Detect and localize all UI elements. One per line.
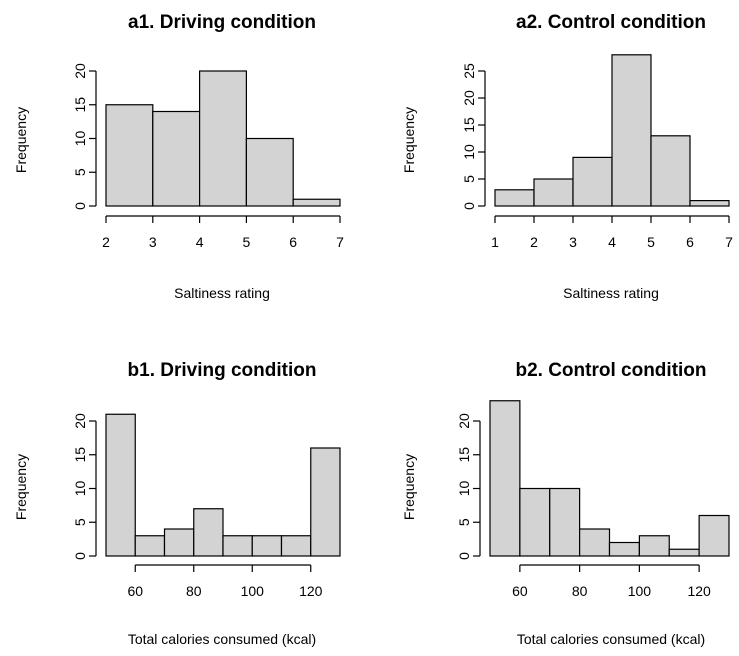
histogram-bar [105,104,154,207]
panel-3: b1. Driving condition 0 5 10 15 20 60 80 100 120 T… [13,360,341,647]
y-tick-label: 10 [456,481,472,497]
x-tick-label: 2 [102,234,110,250]
y-tick-label: 15 [72,97,88,113]
panel-title: b1. Driving condition [128,360,317,381]
y-tick-label: 20 [456,413,472,429]
y-tick-label: 10 [461,144,477,160]
x-axis-label: Saltiness rating [174,285,270,301]
histogram-bar [689,200,730,207]
x-tick-label: 3 [569,234,577,250]
x-axis: 60 80 100 120 [127,564,323,599]
histogram-bar [280,535,312,557]
histogram-bar [310,447,341,557]
y-axis-label: Frequency [13,107,29,173]
x-tick-label: 3 [149,234,157,250]
y-tick-label: 20 [461,90,477,106]
histogram-bar [489,400,521,557]
y-tick-label: 20 [72,413,88,429]
x-tick-label: 1 [491,234,499,250]
x-tick-label: 80 [186,583,202,599]
panel-2: a2. Control condition 0 5 10 15 20 25 1 2 3 4 5 6 7 Sa… [401,12,733,301]
x-axis: 2 3 4 5 6 7 [102,215,344,250]
y-tick-label: 15 [461,117,477,133]
x-tick-label: 4 [196,234,204,250]
histogram-bar [519,487,551,557]
panel-1: a1. Driving condition 0 5 10 15 20 2 3 4 5 6 7 Salti… [13,12,344,301]
histogram-bar [638,535,670,557]
y-tick-label: 0 [72,202,88,210]
histogram-bar [698,514,730,557]
x-axis: 1 2 3 4 5 6 7 [491,215,733,250]
panel-title: a1. Driving condition [128,12,316,33]
panel-4: b2. Control condition 0 5 10 15 20 60 80 100 120 T… [401,360,730,647]
y-tick-label: 10 [72,131,88,147]
x-tick-label: 100 [241,583,265,599]
y-axis: 0 5 10 15 20 [72,413,97,560]
x-axis-label: Saltiness rating [563,285,659,301]
panel-title: a2. Control condition [516,12,706,33]
y-tick-label: 5 [72,168,88,176]
x-tick-label: 6 [289,234,297,250]
x-tick-label: 60 [127,583,143,599]
histogram-bar [533,178,574,207]
panel-title: b2. Control condition [515,360,706,381]
y-tick-label: 5 [72,518,88,526]
x-tick-label: 7 [725,234,733,250]
histogram-bar [668,548,700,557]
histogram-bar [199,70,248,207]
x-tick-label: 2 [530,234,538,250]
histogram-bar [608,541,640,557]
x-tick-label: 120 [687,583,711,599]
y-tick-label: 0 [461,202,477,210]
y-tick-label: 0 [456,552,472,560]
histogram-bar [152,110,201,207]
histogram-bar [105,413,136,557]
histogram-bar [163,528,195,557]
x-tick-label: 80 [572,583,588,599]
x-tick-label: 7 [336,234,344,250]
x-tick-label: 4 [608,234,616,250]
y-axis-label: Frequency [401,454,417,520]
x-tick-label: 5 [647,234,655,250]
histogram-bar [572,156,613,207]
y-tick-label: 5 [461,175,477,183]
y-tick-label: 15 [72,447,88,463]
histogram-bar [245,137,294,207]
histogram-bar [494,189,535,207]
x-axis: 60 80 100 120 [512,564,711,599]
y-axis: 0 5 10 15 20 [456,413,481,560]
x-tick-label: 120 [299,583,323,599]
y-axis: 0 5 10 15 20 25 [461,63,486,210]
x-tick-label: 6 [686,234,694,250]
x-axis-label: Total calories consumed (kcal) [128,631,316,647]
y-tick-label: 0 [72,552,88,560]
x-tick-label: 60 [512,583,528,599]
x-tick-label: 5 [243,234,251,250]
y-tick-label: 20 [72,63,88,79]
y-tick-label: 10 [72,481,88,497]
y-axis-label: Frequency [13,454,29,520]
histogram-bar [222,535,253,557]
histogram-bar [549,487,581,557]
histogram-bar [611,54,652,207]
histogram-bar [193,508,224,557]
y-axis-label: Frequency [401,107,417,173]
histogram-bar [650,135,691,207]
y-tick-label: 15 [456,447,472,463]
histogram-bar [134,535,166,557]
histogram-bar [579,528,611,557]
histogram-bar [251,535,283,557]
y-tick-label: 5 [456,518,472,526]
x-axis-label: Total calories consumed (kcal) [517,631,705,647]
y-axis: 0 5 10 15 20 [72,63,97,210]
histogram-bar [292,198,341,207]
x-tick-label: 100 [628,583,652,599]
y-tick-label: 25 [461,63,477,79]
